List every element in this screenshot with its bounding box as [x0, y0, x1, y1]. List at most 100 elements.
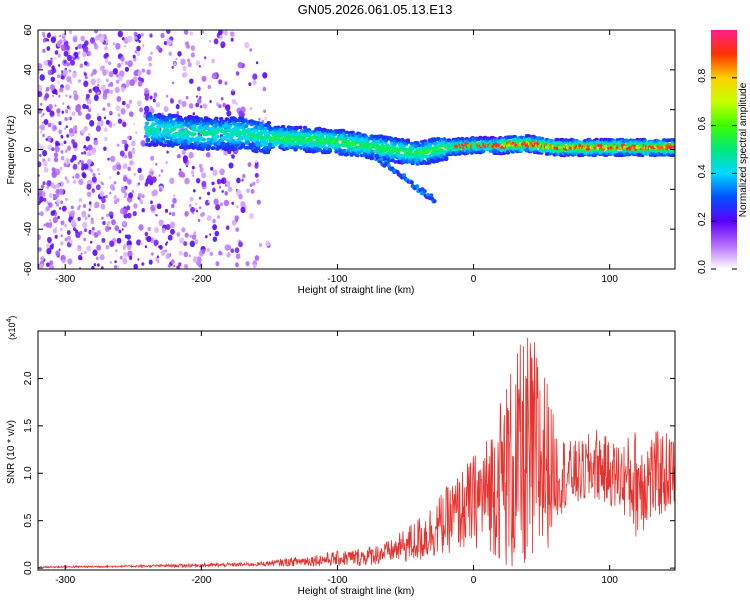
spectrogram-cell — [119, 70, 125, 77]
spectrogram-cell — [183, 251, 189, 258]
spectrogram-cell — [175, 57, 178, 61]
spectrogram-cell — [141, 194, 145, 199]
spectrogram-cell — [64, 127, 67, 130]
spectrogram-cell — [230, 89, 236, 96]
spectrogram-cell — [227, 245, 232, 251]
spectrogram-cell — [187, 58, 191, 63]
spectrogram-cell — [165, 224, 171, 230]
spectrogram-cell — [77, 110, 82, 116]
spectrogram-cell — [80, 252, 83, 256]
spectrogram-cell — [193, 231, 197, 236]
spectrogram-cell — [50, 182, 55, 188]
snr-x-tick-label: 0 — [471, 575, 477, 586]
spectrogram-cell — [45, 182, 49, 186]
spectrogram-cell — [60, 44, 67, 52]
spectrogram-cell — [252, 181, 256, 186]
spectrogram-cell — [220, 97, 224, 101]
spectrogram-cell — [106, 78, 109, 83]
spectrogram-cell — [235, 71, 240, 76]
spectrogram-cell — [129, 79, 135, 87]
spectrogram-cell — [98, 172, 101, 176]
spectrogram-cell — [247, 162, 252, 168]
spectrogram-cell — [184, 30, 188, 33]
spectrogram-cell — [46, 46, 51, 51]
spectrogram-cell — [43, 166, 49, 173]
spectrogram-cell — [240, 206, 246, 214]
spectrogram-cell — [77, 206, 81, 211]
spectrogram-cell — [167, 234, 173, 241]
spectrogram-cell — [153, 239, 159, 246]
spectrogram-cell — [178, 262, 182, 267]
spectrogram-cell — [157, 124, 162, 129]
spectrogram-cell — [141, 142, 146, 147]
spectrogram-cell — [197, 218, 201, 223]
colorbar-tick-label: 0.4 — [697, 164, 708, 178]
spectrogram-cell — [125, 79, 131, 86]
spectrogram-cell — [154, 204, 158, 208]
spectrogram-cell — [235, 102, 238, 106]
spectrogram-cell — [138, 174, 144, 181]
spectrogram-cell — [178, 250, 183, 256]
spectrogram-cell — [115, 105, 121, 112]
spectrogram-cell — [179, 168, 182, 171]
spectrogram-cell — [189, 31, 193, 36]
spectrogram-cells — [38, 30, 675, 269]
spectrogram-cell — [73, 125, 78, 131]
figure-title: GN05.2026.061.05.13.E13 — [298, 2, 453, 17]
spectrogram-cell — [555, 137, 560, 142]
spectrogram-cell — [110, 215, 114, 219]
spectrogram-cell — [94, 205, 97, 209]
spectrogram-cell — [89, 120, 95, 127]
spectrogram-cell — [201, 172, 207, 179]
spectrogram-cell — [112, 68, 119, 75]
spectrogram-x-tick-label: -300 — [55, 274, 75, 285]
spectrogram-cell — [121, 37, 125, 41]
spectrogram-cell — [158, 245, 161, 249]
spectrogram-cell — [77, 44, 82, 49]
spectrogram-cell — [118, 229, 122, 234]
spectrogram-cell — [56, 108, 61, 114]
colorbar-tick-label: 0.8 — [697, 68, 708, 82]
colorbar: 0.0 0.2 0.4 0.6 0.8 Normalized spectral ampl… — [697, 30, 749, 274]
spectrogram-cell — [96, 78, 101, 84]
spectrogram-cell — [92, 172, 96, 177]
spectrogram-cell — [51, 171, 57, 178]
spectrogram-cell — [166, 39, 172, 46]
spectrogram-cell — [248, 82, 252, 86]
spectrogram-cell — [211, 72, 218, 80]
spectrogram-cell — [151, 190, 157, 197]
spectrogram-cell — [193, 128, 198, 132]
spectrogram-cell — [46, 135, 52, 142]
spectrogram-cell — [45, 86, 50, 92]
spectrogram-cell — [526, 134, 532, 138]
spectrogram-cell — [39, 145, 45, 152]
spectrogram-cell — [355, 153, 360, 158]
spectrogram-cell — [231, 154, 235, 159]
spectrogram-cell — [93, 41, 97, 46]
spectrogram-cell — [56, 203, 59, 207]
spectrogram-cell — [78, 178, 84, 186]
spectrogram-cell — [66, 54, 73, 62]
spectrogram-cell — [157, 130, 162, 135]
colorbar-label: Normalized spectral amplitude — [738, 82, 749, 217]
spectrogram-cell — [41, 31, 46, 36]
spectrogram-cell — [85, 113, 91, 120]
spectrogram-cell — [191, 170, 195, 175]
spectrogram-cell — [57, 215, 60, 220]
spectrogram-cell — [146, 69, 151, 75]
spectrogram-cell — [169, 212, 172, 216]
spectrogram-cell — [155, 102, 161, 108]
spectrogram-cell — [109, 110, 112, 115]
spectrogram-cell — [199, 105, 203, 109]
spectrogram-cell — [116, 171, 120, 176]
spectrogram-cell — [114, 260, 117, 264]
spectrogram-cell — [40, 184, 45, 189]
spectrogram-cell — [256, 146, 261, 150]
spectrogram-cell — [132, 162, 135, 166]
spectrogram-cell — [117, 118, 123, 124]
spectrogram-cell — [58, 121, 62, 126]
spectrogram-cell — [49, 110, 55, 117]
spectrogram-cell — [165, 161, 168, 164]
spectrogram-cell — [120, 56, 125, 62]
spectrogram-cell — [156, 203, 162, 210]
